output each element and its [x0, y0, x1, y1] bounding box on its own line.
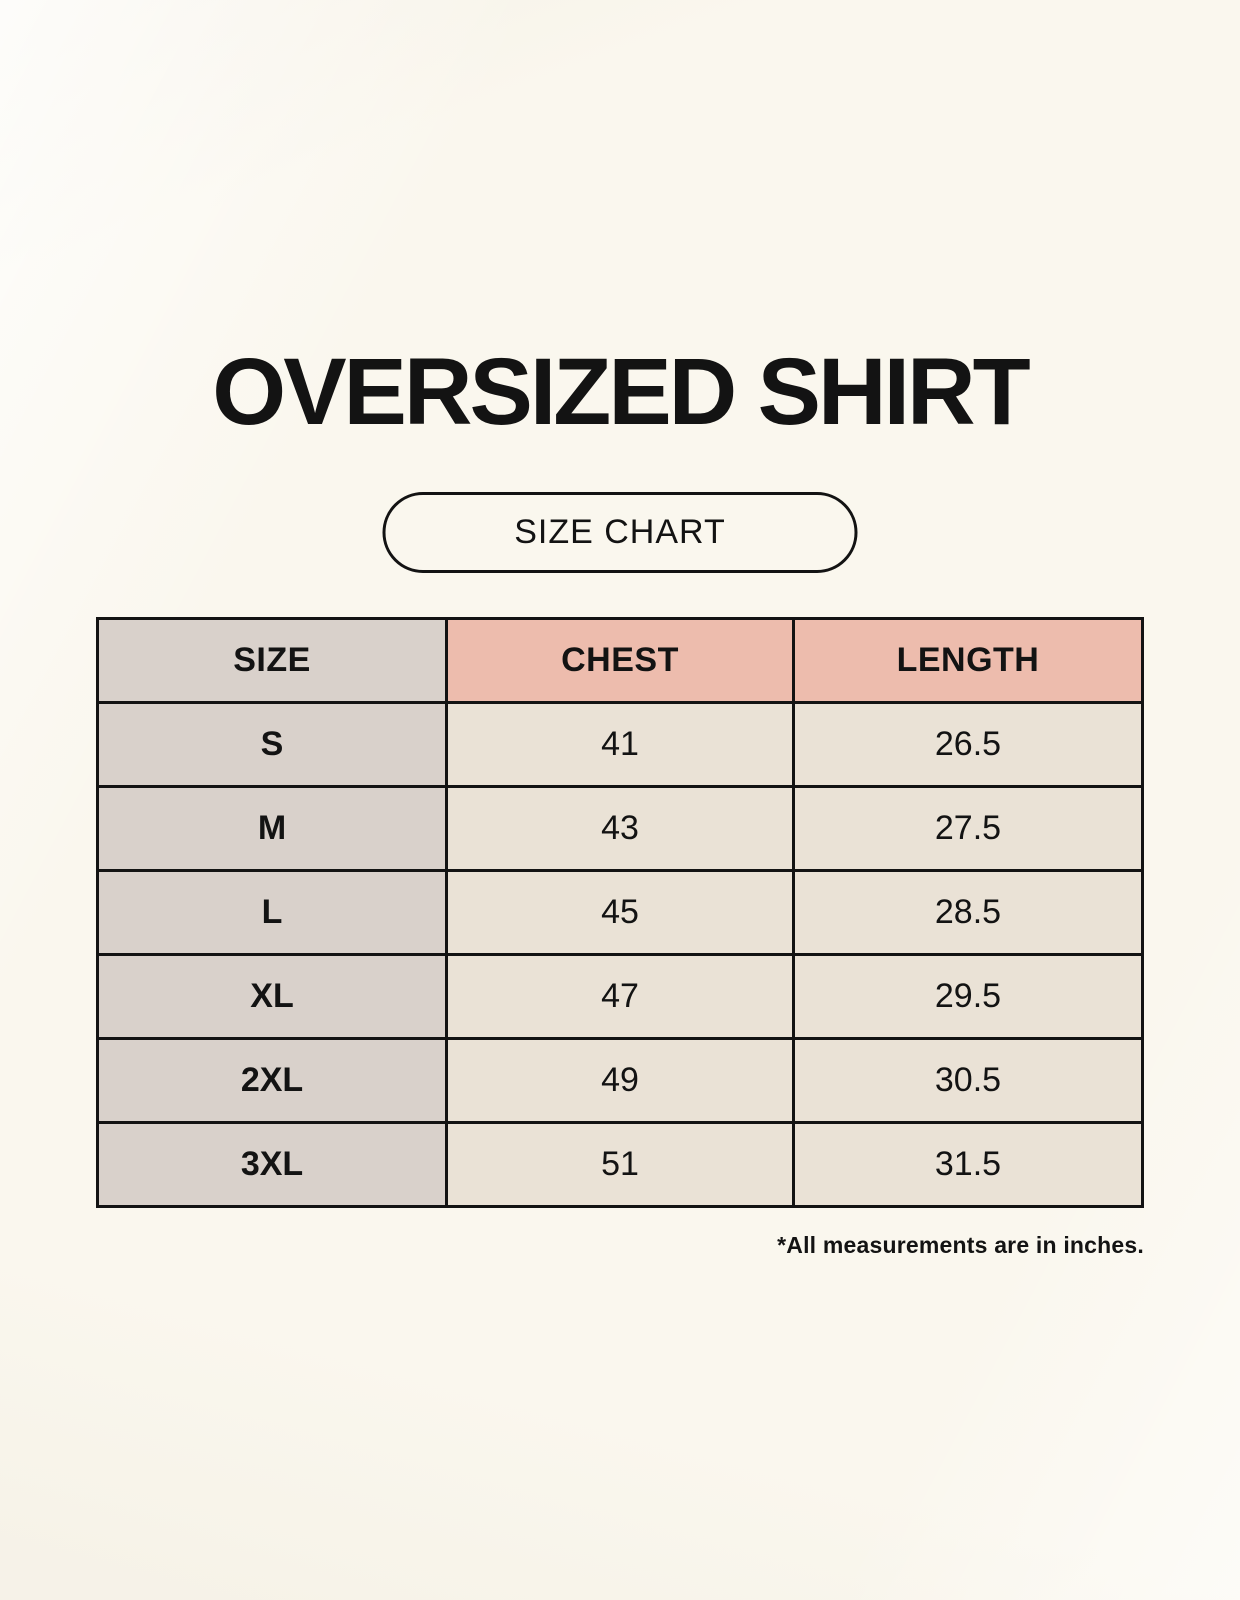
chest-cell: 51: [445, 1121, 795, 1208]
column-header-size: SIZE: [95, 617, 449, 704]
size-cell: XL: [95, 953, 449, 1040]
size-chart-badge[interactable]: SIZE CHART: [382, 492, 858, 573]
chest-cell: 41: [445, 701, 795, 788]
page-title: OVERSIZED SHIRT: [212, 339, 1030, 445]
chest-cell: 45: [445, 869, 795, 956]
table-header-row: SIZE CHEST LENGTH: [95, 617, 1145, 704]
size-cell: 3XL: [95, 1121, 449, 1208]
column-header-chest: CHEST: [445, 617, 795, 704]
size-cell: 2XL: [95, 1037, 449, 1124]
table-row: XL 47 29.5: [95, 953, 1145, 1040]
length-cell: 26.5: [791, 701, 1145, 788]
length-cell: 30.5: [791, 1037, 1145, 1124]
length-cell: 31.5: [791, 1121, 1145, 1208]
table-row: L 45 28.5: [95, 869, 1145, 956]
length-cell: 27.5: [791, 785, 1145, 872]
size-chart-table: SIZE CHEST LENGTH S 41 26.5 M 43 27.5 L …: [95, 617, 1145, 1208]
chest-cell: 43: [445, 785, 795, 872]
length-cell: 29.5: [791, 953, 1145, 1040]
table-row: 3XL 51 31.5: [95, 1121, 1145, 1208]
size-chart-badge-label: SIZE CHART: [514, 513, 726, 551]
table-row: M 43 27.5: [95, 785, 1145, 872]
table-row: 2XL 49 30.5: [95, 1037, 1145, 1124]
measurements-footnote: *All measurements are in inches.: [777, 1232, 1144, 1258]
table-row: S 41 26.5: [95, 701, 1145, 788]
chest-cell: 49: [445, 1037, 795, 1124]
size-cell: M: [95, 785, 449, 872]
size-cell: L: [95, 869, 449, 956]
column-header-length: LENGTH: [791, 617, 1145, 704]
length-cell: 28.5: [791, 869, 1145, 956]
chest-cell: 47: [445, 953, 795, 1040]
size-cell: S: [95, 701, 449, 788]
